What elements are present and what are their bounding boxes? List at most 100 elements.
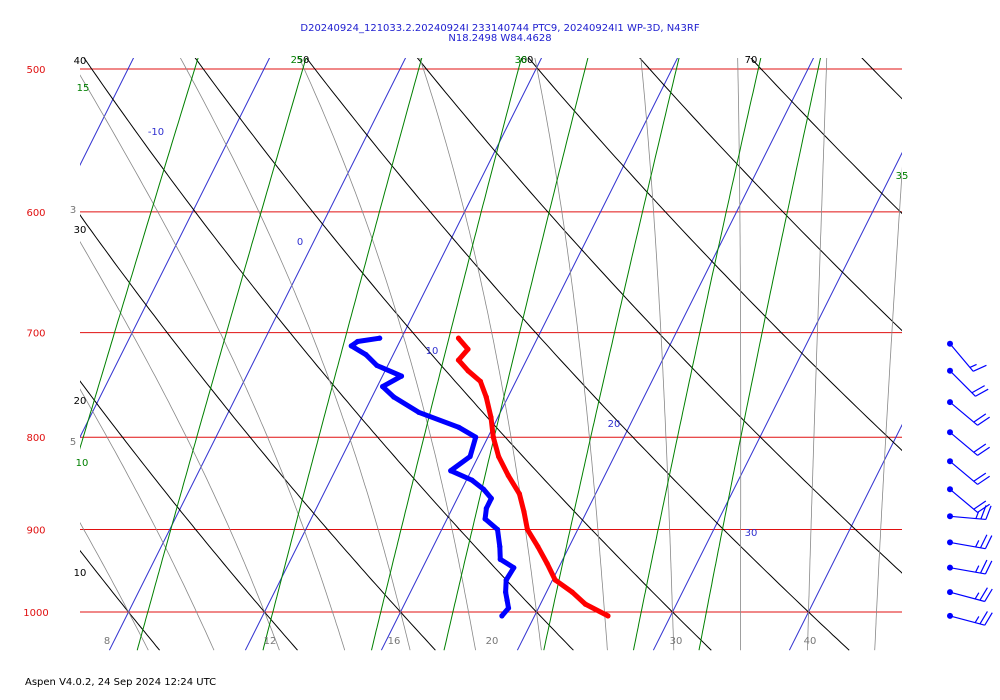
temperature-point [477,378,484,384]
mixing-ratio-line [543,58,680,651]
temperature-point [552,577,558,583]
wind-barb-staff [949,541,986,550]
wind-barb-flag-full [973,472,987,482]
wind-barb-station [947,458,953,465]
wind-barb [947,367,989,397]
wind-barb-staff [949,488,978,513]
temperature-point [521,509,527,515]
wind-barb-flag-full [977,475,990,485]
wind-barb-flag-half [974,592,980,600]
wind-barb [947,534,993,550]
wind-barb-station [947,399,953,406]
bottom-tick-label: 40 [804,636,817,647]
dry-adiabat-label: 60 [521,55,534,66]
wind-barb-flag-half [975,565,980,573]
temperature-point [496,453,502,460]
wind-barb-staff [949,401,978,426]
dry-adiabat-label: 20 [74,396,87,407]
dewpoint-point [354,338,361,345]
mixing-ratio-line [136,58,307,651]
mixing-ratio-line [633,58,762,651]
moist-adiabat-line [80,522,149,651]
isotherm-label: 20 [608,419,621,430]
pressure-tick-label: 700 [26,329,45,340]
temperature-point [483,394,489,400]
isotherm-label: 10 [426,346,439,357]
temperature-point [516,491,523,497]
wind-barb-flag-full [979,559,988,574]
dry-adiabat-label: 10 [74,568,87,579]
moist-adiabat-line [534,58,608,651]
mixing-ratio-label: 15 [77,83,90,94]
moist-adiabat-line [179,58,411,651]
wind-barb-flag-full [977,446,990,456]
wind-barb-flag-full [985,505,992,520]
wind-barb-flag-full [979,587,988,601]
wind-barb-flag-half [975,540,980,548]
wind-barb-staff [949,460,978,485]
isotherm-label: -10 [148,127,164,138]
dry-adiabat-line [416,58,902,574]
wind-barbs [947,340,993,626]
dewpoint-point [391,394,397,400]
wind-barb-flag-full [977,503,990,513]
axis-labels: 500 600 700 800 900 1000 8 12 16 20 30 40 -10 0 10 20 30… [23,55,908,647]
wind-barb-station [947,513,953,520]
pressure-tick-label: 900 [26,525,45,536]
dry-adiabat-line [975,0,1000,650]
moist-adiabat-line [80,74,346,651]
isotherm-line [925,0,1000,650]
side-label: 3 [70,205,76,216]
wind-barb-flag-full [975,388,989,397]
isotherm-line [108,58,407,651]
isotherm-line [652,151,902,651]
wind-barb-station [947,340,953,347]
wind-barb-flag-full [973,413,987,423]
dewpoint-point [374,362,380,369]
dewpoint-point [503,589,509,595]
isotherm-label: 30 [745,528,758,539]
isotherm-line [380,58,679,651]
wind-barb-flag-full [971,385,985,394]
wind-barb [947,486,990,513]
isotherm-line [80,58,271,439]
dry-adiabat-label: 40 [74,56,87,67]
pressure-tick-label: 600 [26,208,45,219]
mixing-ratio-line [80,58,199,450]
dewpoint-point [488,495,494,501]
dewpoint-point [503,577,509,583]
dewpoint-point [377,335,383,341]
isotherm-line [516,58,815,651]
wind-barb-flag-full [984,612,993,626]
bottom-tick-label: 20 [486,636,499,647]
mixing-ratio-line [262,58,423,651]
wind-barb-staff [949,370,976,397]
dry-adiabat-line [305,58,850,651]
dry-adiabat-label: 70 [745,55,758,66]
dewpoint-profile [348,335,517,619]
dewpoint-point [494,526,501,533]
mixing-ratio-line [443,58,589,651]
wind-barb-station [947,486,953,493]
wind-barb [947,340,987,372]
wind-barb-flag-full [984,560,993,575]
dewpoint-point [497,556,503,562]
bottom-tick-label: 12 [264,636,277,647]
mixing-ratio-label: 10 [76,458,89,469]
dewpoint-point [511,565,517,571]
wind-barb-staff [949,567,986,575]
dry-adiabat-label: 30 [74,225,87,236]
moist-adiabat-line [807,58,828,651]
temperature-point [455,335,462,341]
wind-barb [947,399,990,426]
temperature-point [490,434,496,440]
wind-barb-flag-full [972,364,987,372]
dry-adiabat-line [80,214,436,651]
dry-adiabat-line [750,58,902,215]
temperature-point [524,526,531,533]
side-label: 5 [70,437,76,448]
mixing-ratio-label: 30 [515,55,528,66]
dewpoint-point [499,613,505,619]
pressure-tick-label: 800 [26,433,45,444]
